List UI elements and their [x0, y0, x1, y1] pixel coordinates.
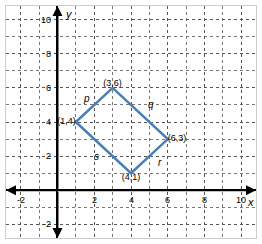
svg-text:s: s — [94, 151, 99, 162]
svg-text:x: x — [247, 196, 254, 208]
svg-text:-2: -2 — [43, 219, 51, 229]
svg-text:10: 10 — [41, 15, 51, 25]
svg-text:q: q — [148, 99, 154, 110]
svg-text:6: 6 — [165, 195, 170, 205]
svg-text:8: 8 — [202, 195, 207, 205]
svg-text:(3,6): (3,6) — [103, 78, 122, 88]
svg-text:p: p — [83, 93, 90, 104]
svg-text:4: 4 — [129, 195, 134, 205]
svg-text:10: 10 — [236, 195, 246, 205]
svg-text:6: 6 — [46, 83, 51, 93]
svg-text:(4,1): (4,1) — [122, 172, 141, 182]
svg-text:-2: -2 — [17, 195, 25, 205]
svg-text:(6,3): (6,3) — [168, 133, 187, 143]
svg-text:4: 4 — [46, 117, 51, 127]
svg-text:(1,4): (1,4) — [57, 116, 76, 126]
svg-text:2: 2 — [92, 195, 97, 205]
svg-text:y: y — [65, 8, 73, 20]
svg-text:2: 2 — [46, 151, 51, 161]
svg-text:r: r — [158, 157, 162, 168]
svg-text:8: 8 — [46, 49, 51, 59]
